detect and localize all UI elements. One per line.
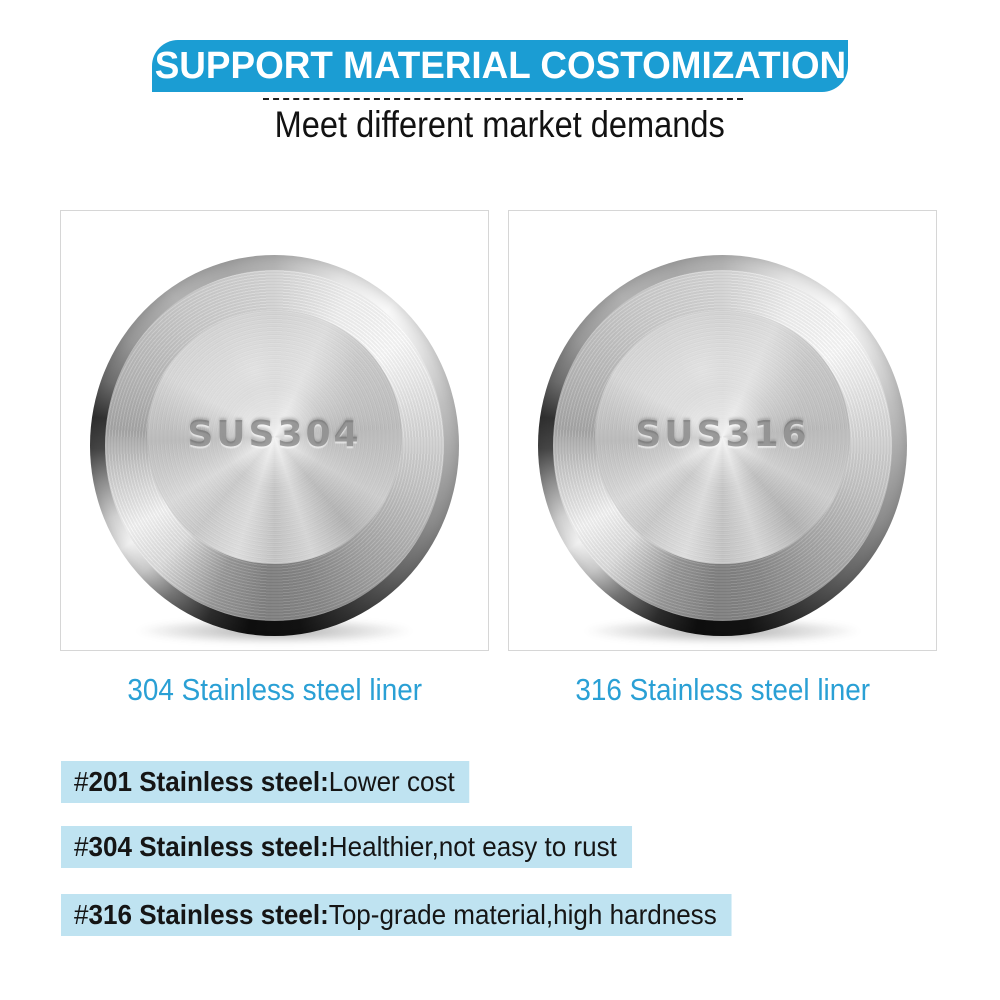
- note-bold: 316 Stainless steel:: [88, 899, 329, 930]
- disc-face: SUS316: [595, 310, 850, 564]
- note-rest: Lower cost: [328, 766, 455, 797]
- banner-title: SUPPORT MATERIAL COSTOMIZATION: [154, 44, 846, 87]
- note-316: # 316 Stainless steel: Top-grade materia…: [61, 894, 732, 936]
- steel-disc-316: SUS316: [538, 255, 907, 636]
- note-prefix: #: [74, 899, 89, 930]
- note-bold: 201 Stainless steel:: [88, 766, 329, 797]
- subtitle: Meet different market demands: [0, 104, 1000, 146]
- note-prefix: #: [74, 766, 89, 797]
- note-201: # 201 Stainless steel: Lower cost: [61, 761, 470, 803]
- note-rest: Healthier,not easy to rust: [328, 831, 617, 862]
- engraving-text: SUS316: [635, 414, 810, 456]
- subtitle-text: Meet different market demands: [274, 104, 726, 145]
- steel-disc-304: SUS304: [90, 255, 459, 636]
- disc-face: SUS304: [147, 310, 402, 564]
- note-bold: 304 Stainless steel:: [88, 831, 329, 862]
- dashed-divider: [263, 98, 743, 100]
- product-photo-304: SUS304: [60, 210, 489, 651]
- caption-316: 316 Stainless steel liner: [508, 672, 937, 708]
- engraving-text: SUS304: [187, 414, 362, 456]
- header-banner: SUPPORT MATERIAL COSTOMIZATION: [152, 40, 848, 92]
- note-rest: Top-grade material,high hardness: [328, 899, 717, 930]
- caption-text-316: 316 Stainless steel liner: [575, 672, 870, 707]
- note-304: # 304 Stainless steel: Healthier,not eas…: [61, 826, 632, 868]
- caption-304: 304 Stainless steel liner: [60, 672, 489, 708]
- caption-text-304: 304 Stainless steel liner: [127, 672, 422, 707]
- product-photo-316: SUS316: [508, 210, 937, 651]
- note-prefix: #: [74, 831, 89, 862]
